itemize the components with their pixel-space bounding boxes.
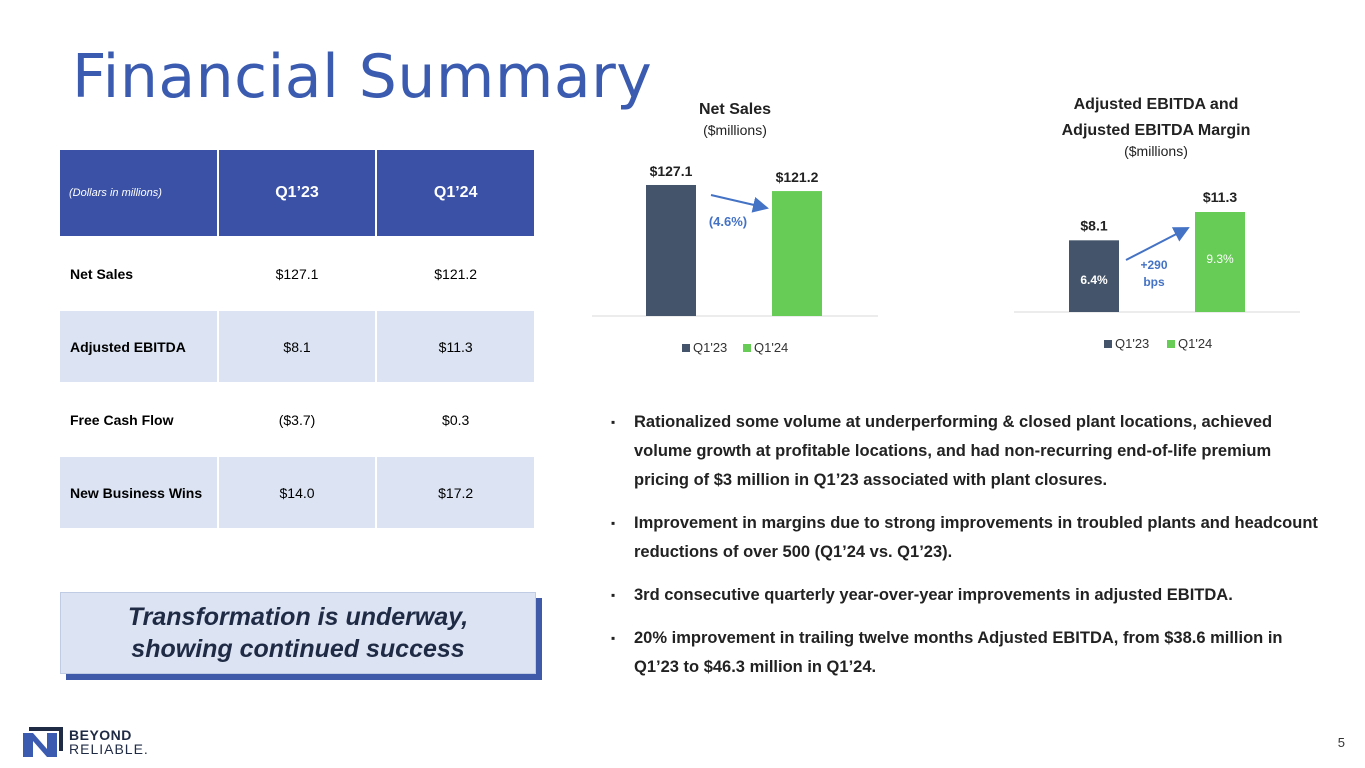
- legend-swatch-q123: [682, 344, 690, 352]
- bullet-item: ▪ Rationalized some volume at underperfo…: [608, 408, 1328, 495]
- bullet-item: ▪ Improvement in margins due to strong i…: [608, 509, 1328, 567]
- legend-swatch-q124: [1167, 340, 1175, 348]
- table-row: New Business Wins $14.0 $17.2: [60, 456, 536, 530]
- bar-value-label: $121.2: [776, 169, 819, 185]
- page-number: 5: [1337, 735, 1345, 750]
- row-value-q124: $17.2: [376, 456, 536, 530]
- row-value-q124: $11.3: [376, 310, 536, 384]
- bullet-marker: ▪: [611, 415, 616, 429]
- table-header-row: (Dollars in millions) Q1’23 Q1’24: [60, 150, 536, 238]
- table-header-q124: Q1’24: [376, 150, 536, 238]
- row-value-q123: $14.0: [217, 456, 378, 530]
- callout-line-1: Transformation is underway,: [127, 603, 469, 631]
- chart-title-line-2: Adjusted EBITDA Margin: [1062, 122, 1251, 139]
- bar-q123: [646, 184, 696, 316]
- row-value-q124: $121.2: [376, 237, 536, 311]
- logo-line-1: BEYOND: [69, 727, 132, 743]
- bar-value-label: $127.1: [650, 163, 693, 179]
- row-label: Net Sales: [60, 237, 219, 311]
- margin-label: 9.3%: [1206, 252, 1234, 266]
- row-label: Adjusted EBITDA: [60, 310, 219, 384]
- change-annotation-line-1: +290: [1140, 258, 1167, 272]
- table-header-q123: Q1’23: [217, 150, 378, 238]
- bar-value-label: $11.3: [1203, 189, 1237, 205]
- slide-title: Financial Summary: [72, 42, 653, 112]
- ebitda-chart-svg: Adjusted EBITDA and Adjusted EBITDA Marg…: [1014, 96, 1300, 351]
- table-header-note: (Dollars in millions): [60, 150, 219, 238]
- bar-q124: [1195, 212, 1245, 312]
- row-value-q123: $8.1: [217, 310, 378, 384]
- bullet-text: Improvement in margins due to strong imp…: [634, 514, 1318, 561]
- bullet-marker: ▪: [611, 631, 616, 645]
- bullet-text: 3rd consecutive quarterly year-over-year…: [634, 586, 1233, 604]
- row-value-q123: $127.1: [217, 237, 378, 311]
- net-sales-chart-svg: Net Sales ($millions) $127.1 $121.2 (4.6%…: [592, 101, 878, 355]
- callout-line-2: showing continued success: [131, 635, 465, 663]
- margin-label: 6.4%: [1080, 273, 1108, 287]
- legend-label-q123: Q1'23: [693, 340, 727, 355]
- company-logo: BEYOND RELIABLE.: [23, 727, 149, 757]
- legend-label-q124: Q1'24: [1178, 336, 1212, 351]
- bullet-text: Rationalized some volume at underperform…: [634, 413, 1273, 489]
- legend-label-q124: Q1'24: [754, 340, 788, 355]
- legend-label-q123: Q1'23: [1115, 336, 1149, 351]
- chart-subtitle: ($millions): [703, 122, 767, 138]
- financial-table: (Dollars in millions) Q1’23 Q1’24 Net Sa…: [60, 150, 536, 530]
- bar-value-label: $8.1: [1080, 217, 1107, 233]
- change-arrow: [710, 194, 769, 213]
- table-row: Free Cash Flow ($3.7) $0.3: [60, 383, 536, 457]
- net-sales-chart: Net Sales ($millions) $127.1 $121.2 (4.6%…: [580, 90, 890, 370]
- row-value-q123: ($3.7): [217, 383, 378, 457]
- row-label: Free Cash Flow: [60, 383, 219, 457]
- bullet-marker: ▪: [611, 516, 616, 530]
- bar-q123: [1069, 240, 1119, 312]
- bullet-text: 20% improvement in trailing twelve month…: [634, 629, 1283, 676]
- logo-mark-icon: [23, 727, 63, 757]
- bullet-list: ▪ Rationalized some volume at underperfo…: [608, 408, 1328, 696]
- bullet-marker: ▪: [611, 588, 616, 602]
- legend-swatch-q123: [1104, 340, 1112, 348]
- bullet-item: ▪ 20% improvement in trailing twelve mon…: [608, 624, 1328, 682]
- change-annotation-line-2: bps: [1143, 275, 1165, 289]
- row-label: New Business Wins: [60, 456, 219, 530]
- table-row: Net Sales $127.1 $121.2: [60, 237, 536, 311]
- row-value-q124: $0.3: [376, 383, 536, 457]
- ebitda-chart: Adjusted EBITDA and Adjusted EBITDA Marg…: [1010, 90, 1310, 370]
- table-row: Adjusted EBITDA $8.1 $11.3: [60, 310, 536, 384]
- change-annotation: (4.6%): [709, 214, 747, 229]
- bullet-item: ▪ 3rd consecutive quarterly year-over-ye…: [608, 581, 1328, 610]
- logo-line-2: RELIABLE.: [69, 741, 149, 757]
- bar-q124: [772, 191, 822, 316]
- chart-subtitle: ($millions): [1124, 143, 1188, 159]
- legend-swatch-q124: [743, 344, 751, 352]
- chart-title-line-1: Adjusted EBITDA and: [1074, 96, 1239, 113]
- change-arrow: [1125, 227, 1190, 261]
- chart-title: Net Sales: [699, 101, 771, 118]
- callout-box: Transformation is underway, showing cont…: [60, 592, 536, 674]
